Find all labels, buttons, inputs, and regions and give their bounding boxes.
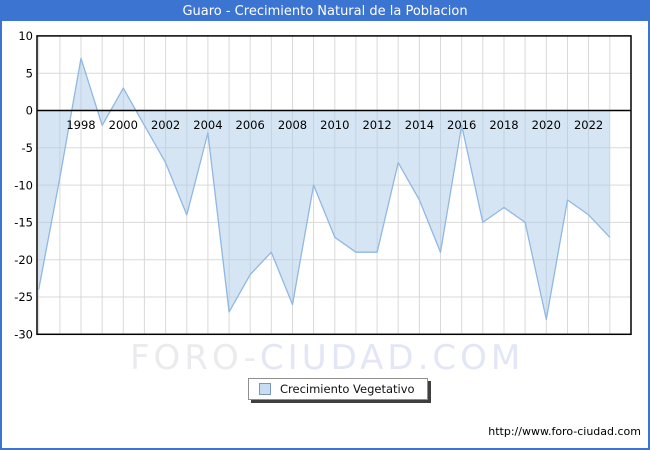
svg-text:-20: -20 (14, 253, 33, 267)
data-line (38, 57, 611, 321)
svg-text:2010: 2010 (320, 118, 349, 132)
watermark-part2: CIUDAD.COM (259, 338, 525, 378)
svg-text:0: 0 (26, 104, 33, 118)
svg-text:2018: 2018 (489, 118, 518, 132)
x-axis-labels: 1998 2000 2002 2004 2006 2008 2010 2012 2014 2016… (66, 118, 603, 132)
legend-swatch-icon (259, 383, 271, 395)
svg-text:-15: -15 (14, 216, 33, 230)
svg-text:-5: -5 (22, 141, 33, 155)
svg-text:2016: 2016 (447, 118, 476, 132)
svg-text:10: 10 (18, 29, 33, 43)
watermark-part1: FORO- (130, 338, 260, 378)
svg-text:2008: 2008 (278, 118, 307, 132)
svg-text:2012: 2012 (362, 118, 391, 132)
svg-text:2000: 2000 (109, 118, 138, 132)
svg-text:5: 5 (26, 66, 33, 80)
area-fill (38, 58, 610, 320)
svg-text:-30: -30 (14, 328, 33, 342)
watermark: FORO-CIUDAD.COM (130, 338, 524, 378)
legend: Crecimiento Vegetativo (248, 378, 428, 400)
title-bar: Guaro - Crecimiento Natural de la Poblac… (2, 2, 648, 21)
plot-border (36, 35, 632, 336)
chart-title: Guaro - Crecimiento Natural de la Poblac… (182, 4, 468, 19)
svg-text:2006: 2006 (236, 118, 265, 132)
svg-text:-10: -10 (14, 178, 33, 192)
svg-text:2022: 2022 (574, 118, 603, 132)
svg-text:2020: 2020 (532, 118, 561, 132)
footer-url: http://www.foro-ciudad.com (488, 425, 641, 438)
svg-text:1998: 1998 (66, 118, 95, 132)
svg-text:-25: -25 (14, 290, 33, 304)
svg-text:2002: 2002 (151, 118, 180, 132)
legend-label: Crecimiento Vegetativo (280, 382, 415, 396)
y-axis-labels: 10 5 0 -5 -10 -15 -20 -25 -30 (14, 29, 33, 341)
svg-text:2004: 2004 (193, 118, 222, 132)
svg-text:2014: 2014 (405, 118, 434, 132)
